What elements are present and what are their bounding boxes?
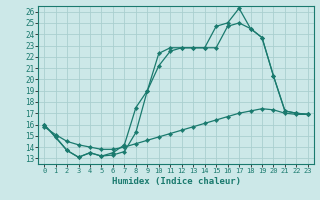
X-axis label: Humidex (Indice chaleur): Humidex (Indice chaleur) [111,177,241,186]
